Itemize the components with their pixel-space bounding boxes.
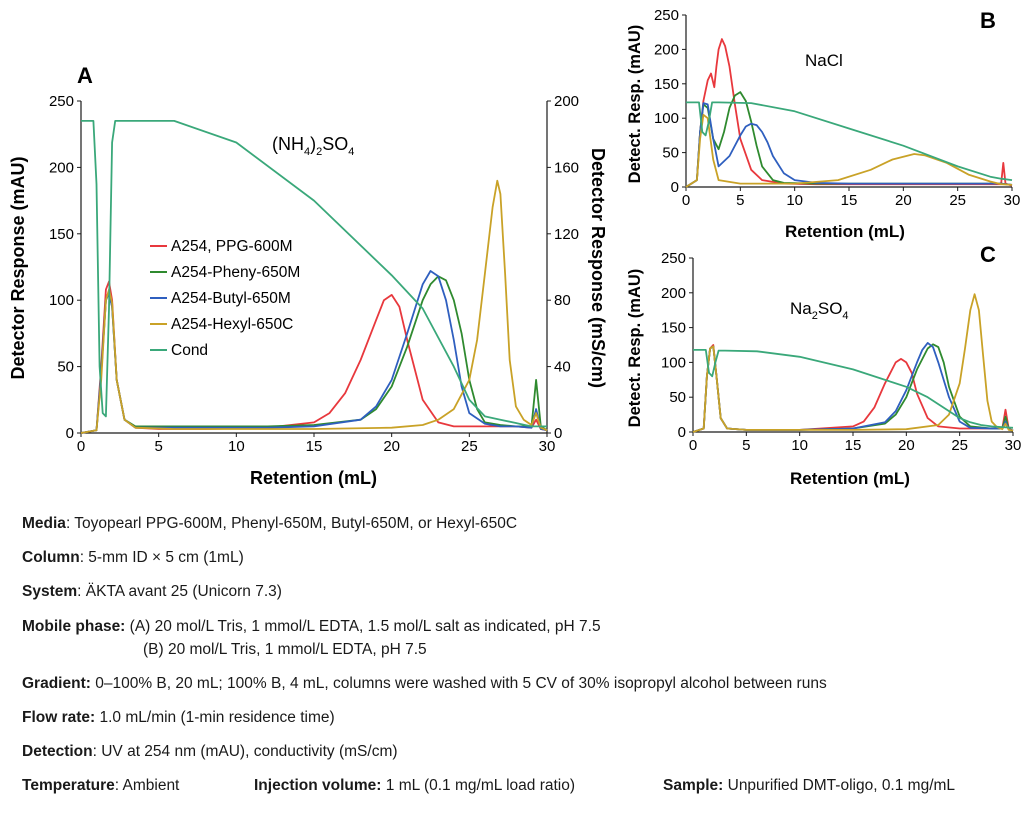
legend-entry: A254-Butyl-650M — [171, 290, 291, 307]
y2-tick-label: 40 — [554, 359, 571, 376]
x-tick-label: 15 — [306, 438, 323, 455]
x-tick-label: 10 — [791, 437, 808, 454]
series-line-butyl — [685, 102, 1013, 188]
panel-label-b: B — [980, 8, 996, 33]
y-tick-label: 50 — [57, 359, 74, 376]
note-mobile-phase-b: (B) 20 mol/L Tris, 1 mmol/L EDTA, pH 7.5 — [143, 641, 427, 658]
series-line-cond — [686, 101, 1013, 181]
note-system: System: ÄKTA avant 25 (Unicorn 7.3) — [22, 583, 282, 600]
x-axis-label-a: Retention (mL) — [250, 468, 377, 488]
x-tick-label: 10 — [228, 438, 245, 455]
chromatogram-figure: A (NH4)2SO4 Retention (mL) Detector Resp… — [8, 7, 1021, 488]
y-tick-label: 150 — [654, 76, 679, 93]
note-gradient: Gradient: 0–100% B, 20 mL; 100% B, 4 mL,… — [22, 675, 827, 692]
y-tick-label: 100 — [49, 292, 74, 309]
x-tick-label: 5 — [742, 437, 750, 454]
note-column: Column: 5-mm ID × 5 cm (1mL) — [22, 549, 244, 566]
note-mobile-phase: Mobile phase: (A) 20 mol/L Tris, 1 mmol/… — [22, 618, 601, 635]
x-tick-label: 0 — [682, 192, 690, 209]
series-line-cond — [81, 120, 547, 428]
y-tick-label: 50 — [669, 389, 686, 406]
x-tick-label: 5 — [154, 438, 162, 455]
legend-entry: A254-Hexyl-650C — [171, 316, 293, 333]
legend-entry: A254-Pheny-650M — [171, 264, 300, 281]
y-axis-label-c: Detect. Resp. (mAU) — [626, 269, 644, 428]
x-tick-label: 25 — [951, 437, 968, 454]
y-tick-label: 250 — [654, 7, 679, 24]
series-line-phenyl — [692, 343, 1014, 433]
annotation-sodium-sulfate: Na2SO4 — [790, 299, 849, 322]
note-media: Media: Toyopearl PPG-600M, Phenyl-650M, … — [22, 515, 518, 532]
series-line-ppg — [685, 38, 1013, 188]
y-tick-label: 200 — [654, 41, 679, 58]
x-tick-label: 0 — [689, 437, 697, 454]
series-line-butyl — [692, 341, 1014, 433]
x-tick-label: 10 — [786, 192, 803, 209]
series-line-hexyl — [692, 293, 1014, 433]
x-axis-label-c: Retention (mL) — [790, 469, 910, 488]
panel-label-c: C — [980, 242, 996, 267]
x-tick-label: 5 — [736, 192, 744, 209]
y-tick-label: 200 — [661, 285, 686, 302]
x-tick-label: 20 — [895, 192, 912, 209]
y-tick-label: 250 — [49, 93, 74, 110]
x-tick-label: 20 — [898, 437, 915, 454]
y2-tick-label: 80 — [554, 292, 571, 309]
series-line-hexyl — [685, 113, 1013, 188]
y2-tick-label: 200 — [554, 93, 579, 110]
y2-tick-label: 160 — [554, 159, 579, 176]
series-line-hexyl — [80, 179, 548, 434]
y2-axis-label-a: Detector Response (mS/cm) — [588, 148, 608, 388]
x-axis-label-b: Retention (mL) — [785, 222, 905, 241]
y-tick-label: 150 — [661, 320, 686, 337]
y-axis-label-b: Detect. Resp. (mAU) — [626, 25, 644, 184]
y-tick-label: 200 — [49, 159, 74, 176]
note-injection-volume: Injection volume: 1 mL (0.1 mg/mL load r… — [254, 777, 576, 794]
y2-tick-label: 0 — [554, 425, 562, 442]
x-tick-label: 15 — [841, 192, 858, 209]
series-line-ppg — [692, 344, 1014, 433]
x-tick-label: 0 — [77, 438, 85, 455]
chart-c: C Na2SO4 Retention (mL) Detect. Resp. (m… — [626, 242, 1021, 488]
chart-a: A (NH4)2SO4 Retention (mL) Detector Resp… — [8, 63, 608, 488]
note-bottom-row: Temperature: Ambient Injection volume: 1… — [22, 776, 1012, 796]
series-line-cond — [693, 348, 1014, 429]
series-line-phenyl — [80, 275, 548, 434]
x-tick-label: 25 — [461, 438, 478, 455]
note-temperature: Temperature: Ambient — [22, 777, 180, 794]
y-tick-label: 0 — [678, 424, 686, 441]
legend-entry: A254, PPG-600M — [171, 238, 292, 255]
y-tick-label: 250 — [661, 250, 686, 267]
annotation-nacl: NaCl — [805, 51, 843, 70]
y-axis-label-a: Detector Response (mAU) — [8, 156, 28, 379]
x-tick-label: 30 — [539, 438, 556, 455]
note-detection: Detection: UV at 254 nm (mAU), conductiv… — [22, 743, 398, 760]
x-tick-label: 25 — [949, 192, 966, 209]
note-sample: Sample: Unpurified DMT-oligo, 0.1 mg/mL — [663, 777, 956, 794]
legend-a: A254, PPG-600M A254-Pheny-650M A254-Butyl-… — [150, 238, 300, 359]
panel-label-a: A — [77, 63, 93, 88]
y-tick-label: 0 — [66, 425, 74, 442]
y-tick-label: 0 — [671, 179, 679, 196]
x-tick-label: 15 — [845, 437, 862, 454]
note-flow-rate: Flow rate: 1.0 mL/min (1-min residence t… — [22, 709, 335, 726]
y-tick-label: 100 — [661, 354, 686, 371]
y-tick-label: 100 — [654, 110, 679, 127]
x-tick-label: 30 — [1005, 437, 1022, 454]
chart-b: B NaCl Retention (mL) Detect. Resp. (mAU… — [626, 7, 1020, 241]
x-tick-label: 30 — [1004, 192, 1021, 209]
x-tick-label: 20 — [383, 438, 400, 455]
y-tick-label: 150 — [49, 226, 74, 243]
y2-tick-label: 120 — [554, 226, 579, 243]
y-tick-label: 50 — [662, 145, 679, 162]
annotation-ammonium-sulfate: (NH4)2SO4 — [272, 134, 354, 158]
legend-entry: Cond — [171, 342, 208, 359]
